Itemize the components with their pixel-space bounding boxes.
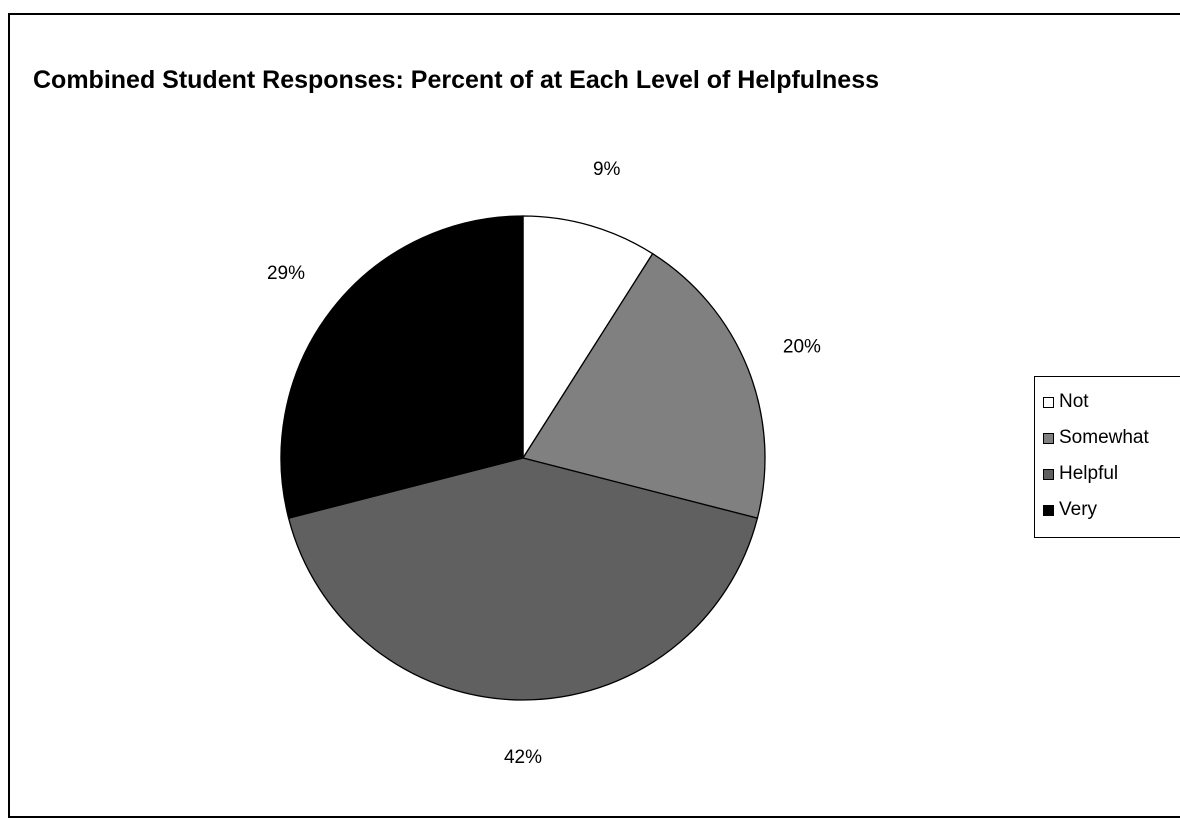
data-label-helpful: 42% xyxy=(504,747,542,768)
legend-label: Not xyxy=(1059,391,1089,412)
legend-swatch xyxy=(1043,504,1054,516)
pie-slice-not xyxy=(522,215,654,461)
pie-slice-somewhat xyxy=(521,252,766,519)
legend-item-not: Not xyxy=(1035,384,1180,420)
pie-slice-very xyxy=(280,215,524,519)
legend-swatch xyxy=(1043,432,1054,444)
data-label-very: 29% xyxy=(267,263,305,284)
legend-label: Somewhat xyxy=(1059,427,1149,448)
data-label-not: 9% xyxy=(593,159,621,180)
chart-legend: Not Somewhat Helpful Very xyxy=(1034,376,1180,538)
legend-swatch xyxy=(1043,468,1054,480)
pie-slice-helpful xyxy=(287,457,759,701)
pie-slices xyxy=(280,215,766,701)
legend-label: Helpful xyxy=(1059,463,1119,484)
legend-item-very: Very xyxy=(1035,492,1180,528)
legend-item-somewhat: Somewhat xyxy=(1035,420,1180,456)
data-label-somewhat: 20% xyxy=(783,337,821,358)
legend-item-helpful: Helpful xyxy=(1035,456,1180,492)
pie-data-labels: 9% 20% 42% 29% xyxy=(267,159,821,768)
chart-title: Combined Student Responses: Percent of a… xyxy=(33,66,879,94)
legend-label: Very xyxy=(1059,499,1098,520)
legend-swatch xyxy=(1043,396,1054,408)
